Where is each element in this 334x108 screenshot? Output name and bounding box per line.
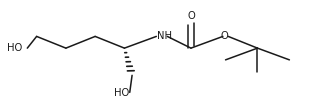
Text: HO: HO xyxy=(7,43,23,53)
Text: O: O xyxy=(220,31,228,41)
Text: HO: HO xyxy=(114,88,129,98)
Text: O: O xyxy=(187,11,195,21)
Text: NH: NH xyxy=(157,31,172,41)
